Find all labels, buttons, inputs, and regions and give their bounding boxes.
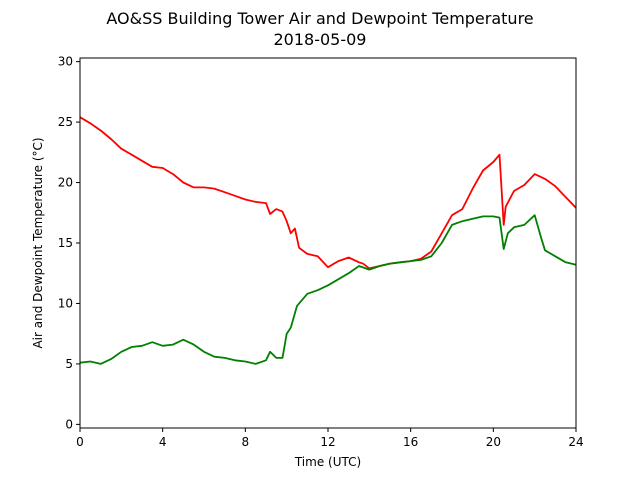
x-axis: 0 4 8 12 16 20 24	[76, 428, 584, 449]
x-tick-label: 4	[159, 435, 167, 449]
x-tick-label: 24	[568, 435, 583, 449]
y-axis: 0 5 10 15 20 25 30	[58, 55, 80, 431]
y-tick-label: 0	[65, 417, 73, 431]
air-temperature-line	[362, 153, 577, 270]
y-tick-label: 25	[58, 115, 73, 129]
y-tick-label: 30	[58, 55, 73, 69]
y-tick-label: 20	[58, 176, 73, 190]
x-tick-label: 16	[403, 435, 418, 449]
y-axis-label: Air and Dewpoint Temperature (°C)	[31, 137, 45, 348]
x-tick-label: 8	[242, 435, 250, 449]
dewpoint-line	[79, 214, 577, 365]
x-tick-label: 20	[486, 435, 501, 449]
plot-frame	[79, 57, 577, 429]
air-temperature-line	[79, 116, 364, 269]
x-tick-label: 12	[320, 435, 335, 449]
y-tick-label: 15	[58, 236, 73, 250]
series-layer	[79, 116, 577, 365]
x-axis-label: Time (UTC)	[294, 455, 361, 469]
x-tick-label: 0	[76, 435, 84, 449]
chart-subtitle: 2018-05-09	[274, 30, 367, 49]
y-tick-label: 10	[58, 296, 73, 310]
chart-title: AO&SS Building Tower Air and Dewpoint Te…	[106, 9, 533, 28]
y-tick-label: 5	[65, 357, 73, 371]
